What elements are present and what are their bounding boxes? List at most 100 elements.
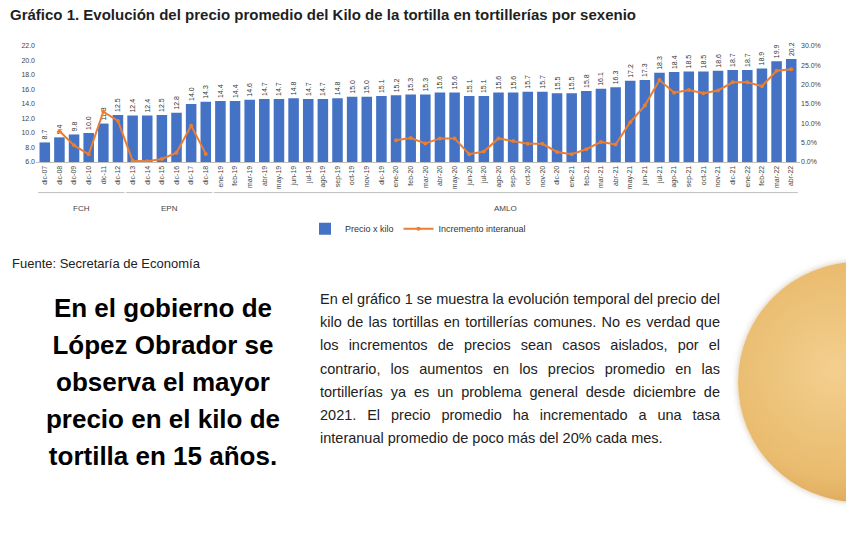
svg-text:15.5: 15.5 (554, 76, 561, 90)
svg-text:mar-21: mar-21 (597, 166, 604, 188)
svg-text:AMLO: AMLO (494, 204, 517, 213)
svg-text:15.0: 15.0 (363, 80, 370, 94)
svg-text:FCH: FCH (73, 204, 90, 213)
svg-text:ene-20: ene-20 (392, 166, 399, 188)
svg-text:ene-19: ene-19 (217, 166, 224, 188)
svg-text:feb-22: feb-22 (758, 166, 765, 186)
svg-text:nov-19: nov-19 (363, 166, 370, 188)
svg-text:may-21: may-21 (626, 166, 634, 189)
svg-text:jul-21: jul-21 (656, 166, 664, 184)
svg-text:dic-11: dic-11 (100, 166, 107, 185)
svg-text:dic-21: dic-21 (729, 166, 736, 185)
svg-text:feb-20: feb-20 (407, 166, 414, 186)
svg-text:12.4: 12.4 (129, 99, 136, 113)
svg-text:dic-17: dic-17 (187, 166, 194, 185)
svg-text:14.6: 14.6 (246, 83, 253, 97)
svg-text:dic-10: dic-10 (85, 166, 92, 185)
svg-text:sep-19: sep-19 (334, 166, 342, 188)
svg-text:dic-07: dic-07 (41, 166, 48, 185)
svg-text:16.0: 16.0 (21, 86, 35, 93)
svg-text:oct-19: oct-19 (348, 166, 355, 186)
svg-text:nov-21: nov-21 (714, 166, 721, 188)
svg-text:18.6: 18.6 (715, 54, 722, 68)
svg-text:12.5: 12.5 (158, 98, 165, 112)
svg-text:nov-20: nov-20 (539, 166, 546, 188)
svg-text:feb-19: feb-19 (231, 166, 238, 186)
svg-text:5.0%: 5.0% (801, 139, 817, 146)
svg-text:18.3: 18.3 (656, 56, 663, 70)
svg-text:18.7: 18.7 (744, 53, 751, 67)
svg-text:15.6: 15.6 (436, 76, 443, 90)
svg-text:jul-19: jul-19 (305, 166, 313, 184)
svg-text:oct-20: oct-20 (524, 166, 531, 186)
svg-text:18.0: 18.0 (21, 71, 35, 78)
svg-text:dic-14: dic-14 (144, 166, 151, 185)
svg-text:dic-13: dic-13 (129, 166, 136, 185)
svg-text:15.6: 15.6 (495, 76, 502, 90)
svg-text:14.7: 14.7 (305, 82, 312, 96)
svg-text:10.0: 10.0 (85, 116, 92, 130)
svg-text:16.3: 16.3 (612, 71, 619, 85)
svg-text:15.1: 15.1 (466, 79, 473, 93)
svg-text:14.4: 14.4 (232, 84, 239, 98)
svg-text:14.0: 14.0 (21, 100, 35, 107)
svg-text:ene-21: ene-21 (568, 166, 575, 188)
svg-text:ene-22: ene-22 (744, 166, 751, 188)
svg-text:dic-12: dic-12 (114, 166, 121, 185)
svg-text:15.5: 15.5 (568, 76, 575, 90)
svg-text:dic-15: dic-15 (158, 166, 165, 185)
svg-text:15.1: 15.1 (378, 79, 385, 93)
svg-text:30.0%: 30.0% (801, 42, 821, 49)
svg-text:15.0: 15.0 (349, 80, 356, 94)
svg-text:dic-20: dic-20 (553, 166, 560, 185)
svg-text:Precio x kilo: Precio x kilo (345, 224, 394, 234)
svg-text:sep-21: sep-21 (685, 166, 693, 188)
svg-text:15.2: 15.2 (393, 79, 400, 93)
svg-text:ago-19: ago-19 (319, 166, 327, 188)
svg-text:feb-21: feb-21 (583, 166, 590, 186)
svg-text:oct-21: oct-21 (700, 166, 707, 186)
svg-text:abr-21: abr-21 (612, 166, 619, 186)
svg-text:14.4: 14.4 (217, 84, 224, 98)
svg-text:15.6: 15.6 (451, 76, 458, 90)
svg-text:14.7: 14.7 (261, 82, 268, 96)
svg-text:20.2: 20.2 (788, 42, 795, 56)
svg-text:14.0: 14.0 (188, 87, 195, 101)
svg-text:20.0%: 20.0% (801, 81, 821, 88)
svg-text:jul-20: jul-20 (480, 166, 488, 184)
svg-text:15.1: 15.1 (480, 79, 487, 93)
svg-text:6.0: 6.0 (25, 158, 35, 165)
svg-text:17.3: 17.3 (641, 63, 648, 77)
svg-text:15.3: 15.3 (407, 78, 414, 92)
svg-text:14.8: 14.8 (290, 81, 297, 95)
svg-text:jun-21: jun-21 (641, 166, 649, 187)
svg-text:15.8: 15.8 (583, 74, 590, 88)
svg-text:10.0: 10.0 (21, 129, 35, 136)
svg-text:15.6: 15.6 (510, 76, 517, 90)
svg-text:dic-19: dic-19 (378, 166, 385, 185)
svg-text:8.7: 8.7 (41, 130, 48, 140)
svg-text:19.9: 19.9 (773, 44, 780, 58)
svg-text:9.8: 9.8 (71, 122, 78, 132)
svg-text:12.5: 12.5 (114, 98, 121, 112)
svg-text:18.5: 18.5 (685, 55, 692, 69)
svg-text:dic-08: dic-08 (56, 166, 63, 185)
svg-text:Incremento interanual: Incremento interanual (439, 224, 526, 234)
svg-text:0.0%: 0.0% (801, 158, 817, 165)
svg-text:18.4: 18.4 (671, 55, 678, 69)
svg-text:9.4: 9.4 (56, 125, 63, 135)
svg-text:14.7: 14.7 (319, 82, 326, 96)
svg-text:18.7: 18.7 (729, 53, 736, 67)
svg-text:15.0%: 15.0% (801, 100, 821, 107)
svg-text:EPN: EPN (161, 204, 178, 213)
svg-text:dic-09: dic-09 (70, 166, 77, 185)
svg-text:dic-16: dic-16 (173, 166, 180, 185)
svg-text:8.0: 8.0 (25, 144, 35, 151)
svg-text:abr-22: abr-22 (787, 166, 794, 186)
svg-text:18.5: 18.5 (700, 55, 707, 69)
svg-text:mar-22: mar-22 (773, 166, 780, 188)
svg-text:20.0: 20.0 (21, 57, 35, 64)
svg-text:ago-21: ago-21 (670, 166, 678, 188)
svg-text:12.4: 12.4 (144, 99, 151, 113)
svg-text:mar-20: mar-20 (422, 166, 429, 188)
